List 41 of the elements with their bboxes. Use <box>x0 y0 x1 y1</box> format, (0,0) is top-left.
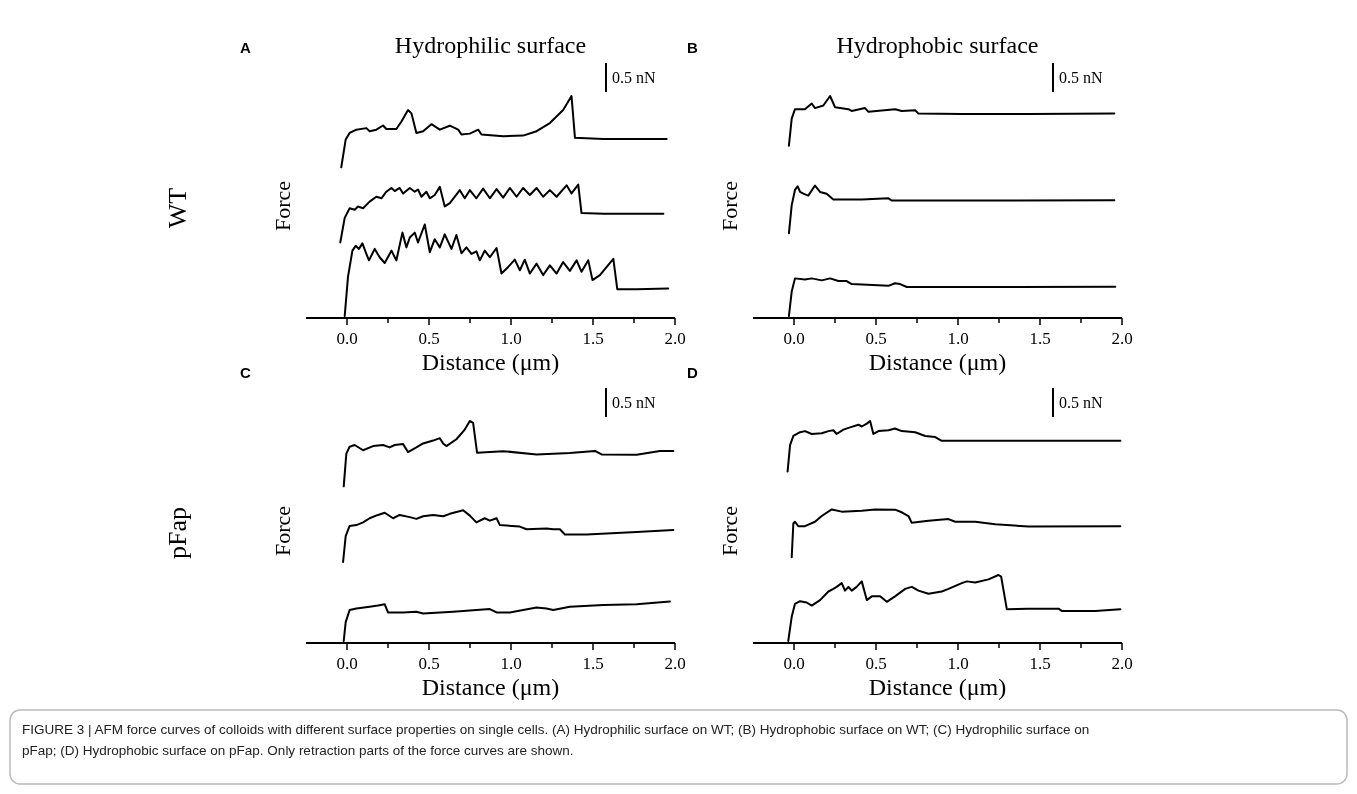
text: pFap <box>163 507 192 559</box>
x-tick-label: 0.0 <box>336 329 358 348</box>
x-tick-label: 1.0 <box>947 329 969 348</box>
y-axis-title: Force <box>270 180 295 232</box>
text: B <box>687 39 698 56</box>
x-tick-label: 1.5 <box>582 654 604 673</box>
x-axis-title: Distance (μm) <box>868 349 1007 375</box>
x-tick-label: 1.0 <box>947 654 969 673</box>
text: C <box>240 364 251 381</box>
text: 0.5 nN <box>612 394 656 411</box>
x-axis-title: Distance (μm) <box>421 674 560 700</box>
y-axis-title: Force <box>270 505 295 557</box>
text: D <box>687 364 698 381</box>
chart-title: Hydrophilic surface <box>394 32 587 58</box>
x-tick-label: 0.0 <box>783 654 805 673</box>
x-tick-label: 1.0 <box>500 654 522 673</box>
x-tick-label: 2.0 <box>664 329 686 348</box>
text: A <box>240 39 251 56</box>
text: 0.5 nN <box>1059 69 1103 86</box>
text: 0.5 nN <box>612 69 656 86</box>
text: 0.5 nN <box>1059 394 1103 411</box>
x-tick-label: 0.5 <box>418 654 440 673</box>
x-tick-label: 1.5 <box>1029 654 1051 673</box>
chart-title: Hydrophobic surface <box>836 32 1039 58</box>
x-tick-label: 0.5 <box>865 329 887 348</box>
caption: FIGURE 3 | AFM force curves of colloids with different surface properties on single cells. (A) Hydrophilic surface on WT; (B) Hydrophobic surface on WT; (C) Hydrophilic surface on pFap; (D) Hydrophobic surface on pFap. Only retraction parts of the force curves are shown. <box>22 722 1090 758</box>
y-axis-title: Force <box>717 180 742 232</box>
x-tick-label: 2.0 <box>1111 654 1133 673</box>
x-tick-label: 0.0 <box>783 329 805 348</box>
x-tick-label: 1.5 <box>582 329 604 348</box>
y-axis-title: Force <box>717 505 742 557</box>
x-tick-label: 1.0 <box>500 329 522 348</box>
x-tick-label: 2.0 <box>1111 329 1133 348</box>
text: WT <box>163 187 192 229</box>
x-tick-label: 0.5 <box>865 654 887 673</box>
x-tick-label: 1.5 <box>1029 329 1051 348</box>
x-tick-label: 2.0 <box>664 654 686 673</box>
x-axis-title: Distance (μm) <box>868 674 1007 700</box>
x-axis-title: Distance (μm) <box>421 349 560 375</box>
x-tick-label: 0.0 <box>336 654 358 673</box>
x-tick-label: 0.5 <box>418 329 440 348</box>
